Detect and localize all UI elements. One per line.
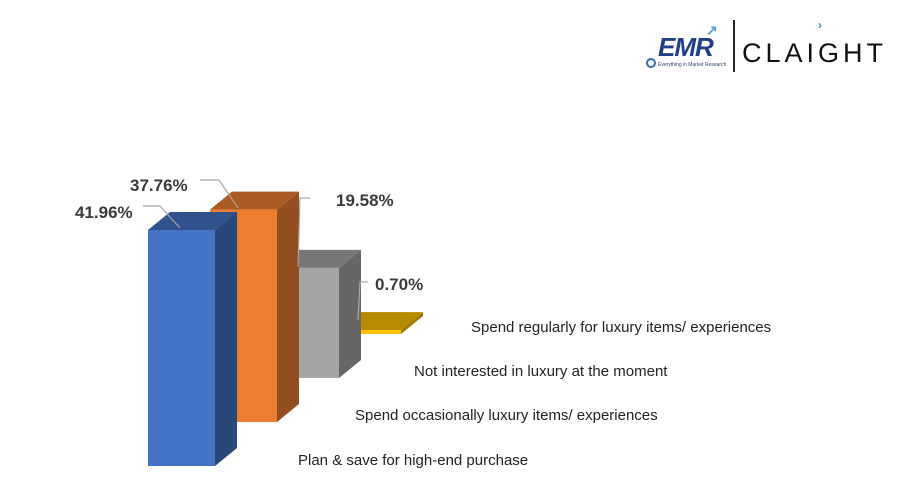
category-label-2: Spend occasionally luxury items/ experie… bbox=[355, 407, 658, 424]
brand-logo: EMR ↗ Everything in Market Research CLAI… bbox=[640, 18, 902, 78]
bar-front-face bbox=[334, 330, 401, 334]
bar-side-face bbox=[339, 249, 361, 378]
chevron-right-icon: › bbox=[818, 18, 822, 32]
bar-side-face bbox=[215, 212, 237, 466]
bar-front-face bbox=[148, 230, 215, 466]
category-label-4: Spend regularly for luxury items/ experi… bbox=[471, 319, 771, 336]
category-label-1: Plan & save for high-end purchase bbox=[298, 452, 528, 469]
bar-1 bbox=[148, 212, 237, 466]
arrow-up-icon: ↗ bbox=[706, 22, 718, 38]
data-label-3: 19.58% bbox=[336, 191, 394, 210]
leader-line-1 bbox=[143, 205, 181, 229]
emr-dot-icon bbox=[646, 58, 656, 68]
bar-side-face bbox=[277, 191, 299, 422]
claight-logo-text: CLAIGHT bbox=[742, 38, 888, 68]
leader-line-2 bbox=[200, 179, 239, 209]
data-label-1: 41.96% bbox=[75, 203, 133, 222]
bar-side-face bbox=[401, 312, 423, 334]
leader-line-4 bbox=[357, 281, 368, 321]
data-label-2: 37.76% bbox=[130, 176, 188, 195]
data-label-4: 0.70% bbox=[375, 275, 423, 294]
category-label-3: Not interested in luxury at the moment bbox=[414, 363, 668, 380]
bar-top-face bbox=[210, 191, 299, 210]
emr-logo-text: EMR bbox=[658, 32, 714, 62]
emr-tagline: Everything in Market Research bbox=[658, 62, 727, 68]
logo-divider bbox=[733, 20, 735, 72]
leader-line-3 bbox=[297, 197, 310, 268]
